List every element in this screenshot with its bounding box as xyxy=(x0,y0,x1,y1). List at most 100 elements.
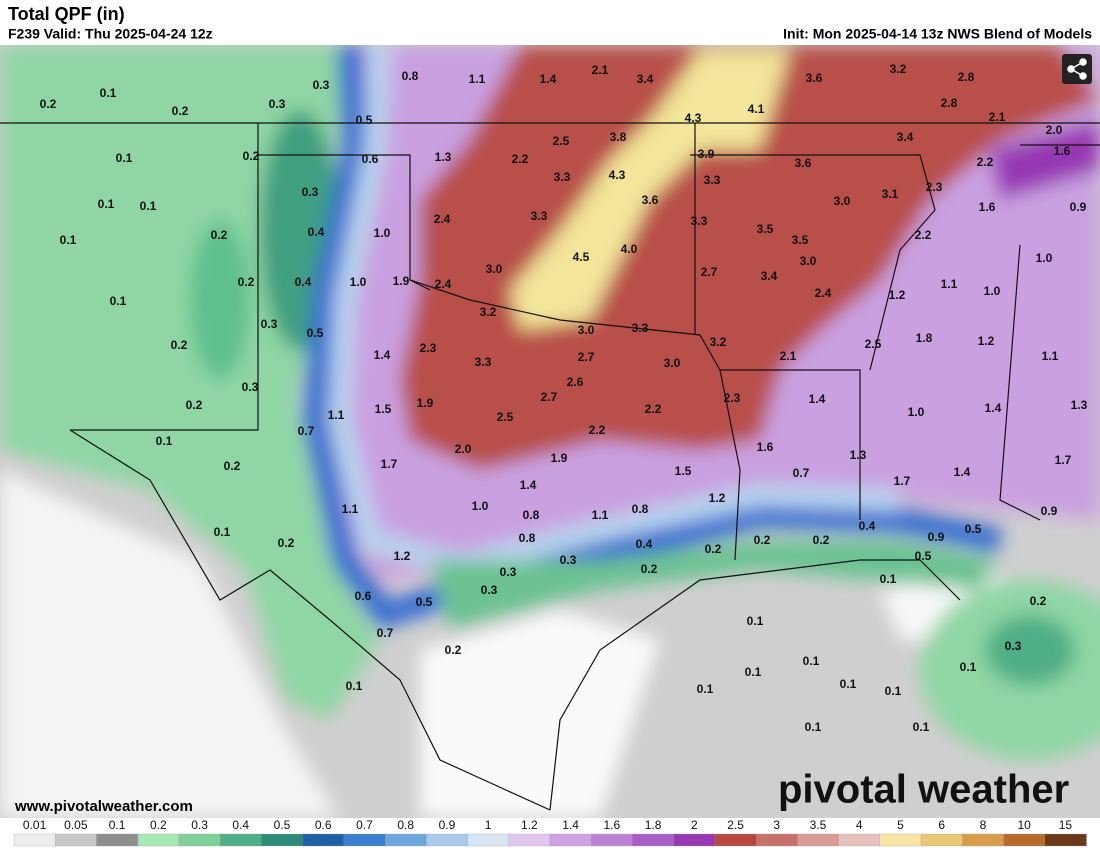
init-time: Init: Mon 2025-04-14 13z NWS Blend of Mo… xyxy=(783,26,1092,42)
colorbar-label: 1.4 xyxy=(562,818,579,832)
qpf-label: 1.4 xyxy=(985,401,1002,415)
qpf-label: 3.0 xyxy=(800,254,817,268)
colorbar-swatch xyxy=(384,833,427,847)
qpf-label: 3.5 xyxy=(757,222,774,236)
colorbar-label: 1.6 xyxy=(604,818,621,832)
qpf-label: 2.5 xyxy=(553,134,570,148)
qpf-label: 0.5 xyxy=(915,549,932,563)
colorbar-label: 0.2 xyxy=(150,818,167,832)
qpf-label: 0.2 xyxy=(40,97,57,111)
qpf-label: 1.0 xyxy=(350,275,367,289)
qpf-label: 0.9 xyxy=(1070,200,1087,214)
qpf-label: 3.5 xyxy=(792,233,809,247)
qpf-label: 0.9 xyxy=(1041,504,1058,518)
qpf-label: 0.1 xyxy=(110,294,127,308)
qpf-label: 2.7 xyxy=(701,265,718,279)
qpf-label: 0.5 xyxy=(307,326,324,340)
qpf-label: 2.5 xyxy=(497,410,514,424)
qpf-label: 0.3 xyxy=(269,97,286,111)
colorbar-label: 15 xyxy=(1059,818,1073,832)
qpf-label: 2.5 xyxy=(865,337,882,351)
qpf-label: 2.8 xyxy=(941,96,958,110)
qpf-label: 0.6 xyxy=(355,589,372,603)
qpf-label: 0.5 xyxy=(416,595,433,609)
logo: pivotal weather xyxy=(778,768,1069,812)
qpf-label: 1.2 xyxy=(394,549,411,563)
colorbar-swatch xyxy=(426,833,469,847)
qpf-label: 1.6 xyxy=(1054,144,1071,158)
qpf-label: 3.6 xyxy=(642,193,659,207)
qpf-label: 0.1 xyxy=(116,151,133,165)
qpf-label: 2.4 xyxy=(434,212,451,226)
share-button-bg[interactable] xyxy=(1062,54,1092,84)
qpf-label: 0.5 xyxy=(965,522,982,536)
colorbar-label: 1.2 xyxy=(521,818,538,832)
state-borders xyxy=(0,122,1100,811)
qpf-label: 4.1 xyxy=(748,102,765,116)
qpf-label: 2.0 xyxy=(1046,123,1063,137)
qpf-label: 3.0 xyxy=(664,356,681,370)
qpf-label: 0.1 xyxy=(960,660,977,674)
colorbar-label: 0.3 xyxy=(191,818,208,832)
qpf-label: 2.1 xyxy=(592,63,609,77)
colorbar-swatch xyxy=(879,833,922,847)
colorbar-swatch xyxy=(549,833,592,847)
qpf-label: 3.4 xyxy=(897,130,914,144)
colorbar-swatch xyxy=(1044,833,1087,847)
qpf-label: 2.1 xyxy=(989,110,1006,124)
qpf-label: 0.2 xyxy=(243,149,260,163)
share-button[interactable] xyxy=(1062,54,1092,84)
qpf-label: 1.6 xyxy=(979,200,996,214)
qpf-label: 0.4 xyxy=(859,519,876,533)
colorbar-swatch xyxy=(714,833,757,847)
qpf-label: 1.1 xyxy=(328,408,345,422)
qpf-label: 0.3 xyxy=(1005,639,1022,653)
qpf-label: 0.2 xyxy=(172,104,189,118)
qpf-label: 2.2 xyxy=(977,155,994,169)
qpf-label: 0.2 xyxy=(754,533,771,547)
qpf-label: 0.1 xyxy=(885,684,902,698)
colorbar-label: 0.9 xyxy=(439,818,456,832)
colorbar-swatch xyxy=(343,833,386,847)
qpf-label: 3.3 xyxy=(475,355,492,369)
qpf-label: 2.1 xyxy=(780,349,797,363)
qpf-label: 3.1 xyxy=(882,187,899,201)
qpf-label: 0.1 xyxy=(840,677,857,691)
colorbar-label: 3.5 xyxy=(810,818,827,832)
qpf-label: 1.4 xyxy=(520,478,537,492)
qpf-label: 3.2 xyxy=(710,335,727,349)
qpf-label: 1.0 xyxy=(984,284,1001,298)
qpf-label: 3.3 xyxy=(554,170,571,184)
qpf-label: 3.4 xyxy=(761,269,778,283)
qpf-label: 0.3 xyxy=(313,78,330,92)
colorbar-swatch xyxy=(467,833,510,847)
qpf-label: 0.5 xyxy=(356,113,373,127)
colorbar-swatch xyxy=(220,833,263,847)
qpf-label: 1.5 xyxy=(375,402,392,416)
colorbar-swatch xyxy=(13,833,56,847)
qpf-label: 3.8 xyxy=(610,130,627,144)
precip-field xyxy=(0,45,1100,818)
qpf-label: 0.7 xyxy=(793,466,810,480)
qpf-label: 4.5 xyxy=(573,250,590,264)
qpf-label: 2.0 xyxy=(455,442,472,456)
qpf-label: 3.3 xyxy=(704,173,721,187)
colorbar-swatch xyxy=(137,833,180,847)
qpf-label: 1.0 xyxy=(908,405,925,419)
qpf-label: 0.3 xyxy=(242,380,259,394)
qpf-label: 1.1 xyxy=(592,508,609,522)
qpf-label: 1.2 xyxy=(978,334,995,348)
colorbar-label: 1 xyxy=(485,818,492,832)
colorbar-label: 0.4 xyxy=(232,818,249,832)
colorbar-swatch xyxy=(508,833,551,847)
colorbar-label: 3 xyxy=(773,818,780,832)
qpf-label: 1.7 xyxy=(381,457,398,471)
qpf-label: 1.0 xyxy=(1036,251,1053,265)
qpf-label: 1.4 xyxy=(540,72,557,86)
qpf-label: 3.3 xyxy=(632,321,649,335)
qpf-label: 1.4 xyxy=(809,392,826,406)
colorbar-label: 5 xyxy=(897,818,904,832)
qpf-label: 0.1 xyxy=(346,679,363,693)
qpf-label: 0.1 xyxy=(98,197,115,211)
